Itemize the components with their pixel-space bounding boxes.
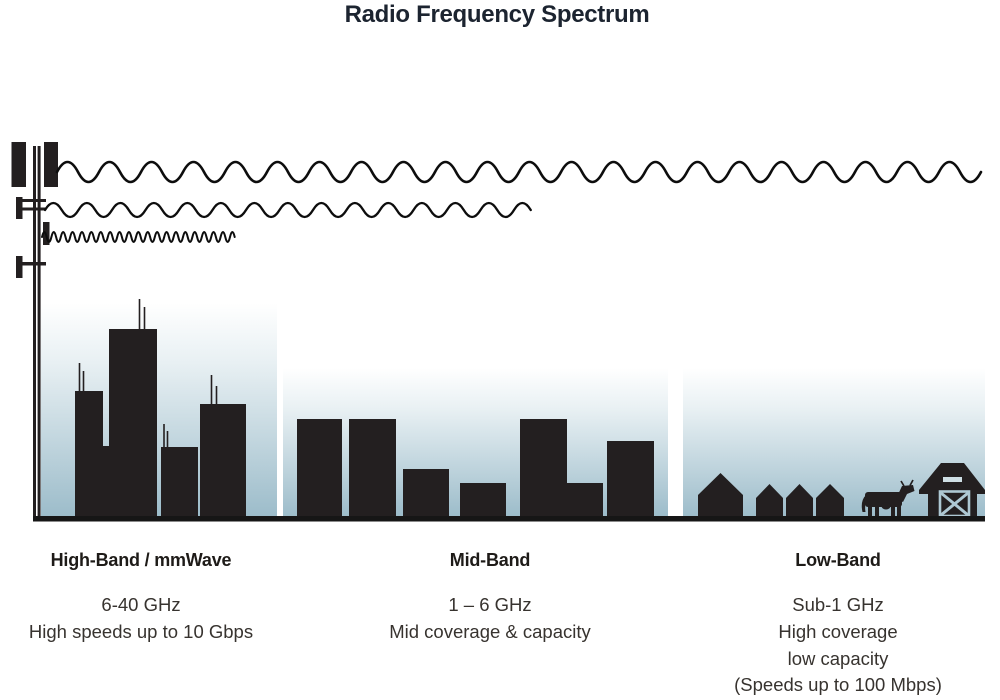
high-band-skyline bbox=[75, 299, 246, 517]
mid-band-wave bbox=[43, 201, 532, 219]
page-title: Radio Frequency Spectrum bbox=[344, 1, 650, 28]
band-detail-line: High coverage bbox=[778, 620, 898, 642]
band-detail-line: Mid coverage & capacity bbox=[389, 620, 591, 642]
high-band-wave bbox=[41, 231, 236, 243]
ground-line bbox=[33, 516, 985, 522]
low-band-wave bbox=[55, 160, 983, 184]
house-icon bbox=[786, 484, 813, 517]
house-icon bbox=[698, 473, 743, 517]
band-detail-line: 1 – 6 GHz bbox=[448, 594, 532, 615]
band-detail-line: Sub-1 GHz bbox=[792, 594, 884, 615]
band-detail-line: low capacity bbox=[787, 647, 889, 669]
scene-graphic bbox=[11, 142, 985, 522]
band-detail-line: High speeds up to 10 Gbps bbox=[28, 620, 254, 642]
band-detail-line: 6-40 GHz bbox=[101, 594, 181, 615]
band-label-low-band: Low-Band Sub-1 GHz High coverage low cap… bbox=[668, 549, 1000, 699]
house-icon bbox=[756, 484, 783, 517]
band-label-mid-band: Mid-Band 1 – 6 GHz Mid coverage & capaci… bbox=[320, 549, 660, 646]
rooftop-antenna-icon bbox=[78, 299, 218, 447]
band-heading: High-Band / mmWave bbox=[50, 550, 232, 570]
low-band-village bbox=[698, 463, 985, 518]
band-heading: Mid-Band bbox=[449, 550, 531, 570]
mid-band-skyline bbox=[297, 419, 654, 517]
band-detail-line: (Speeds up to 100 Mbps) bbox=[734, 674, 942, 696]
cow-icon bbox=[861, 479, 915, 517]
barn-icon bbox=[919, 463, 985, 518]
house-icon bbox=[816, 484, 844, 517]
band-label-high-band: High-Band / mmWave 6-40 GHz High speeds … bbox=[0, 549, 311, 646]
band-heading: Low-Band bbox=[795, 550, 881, 570]
